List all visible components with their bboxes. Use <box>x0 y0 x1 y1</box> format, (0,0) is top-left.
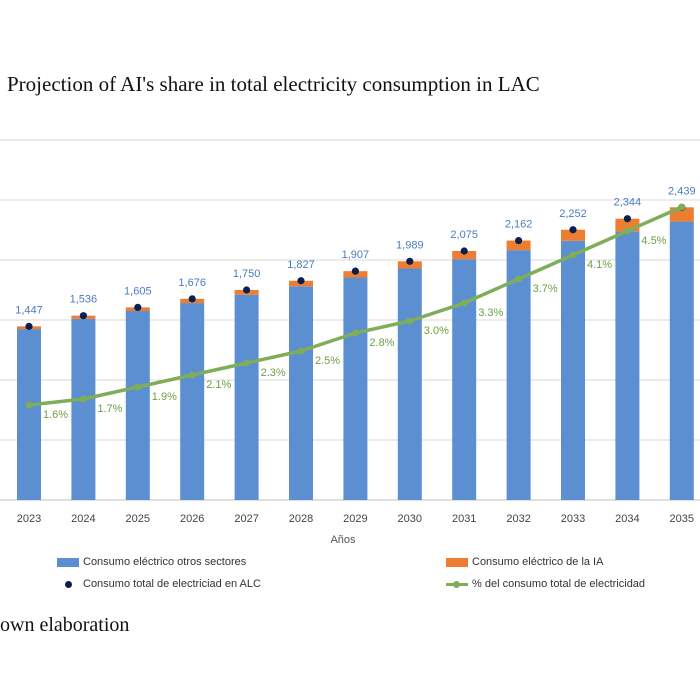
bar-other-sectors <box>452 259 477 500</box>
total-data-label: 1,676 <box>178 277 206 289</box>
total-consumption-dot <box>243 286 251 294</box>
x-tick-label: 2025 <box>126 513 150 525</box>
total-consumption-dot <box>460 247 468 255</box>
total-data-label: 1,447 <box>15 304 43 316</box>
legend-label: Consumo total de electriciad en ALC <box>83 578 261 590</box>
total-consumption-dot <box>515 236 523 245</box>
bar-other-sectors <box>180 303 205 500</box>
total-data-label: 1,907 <box>342 249 370 261</box>
pct-series-point <box>188 371 196 379</box>
source-note: own elaboration <box>0 614 130 636</box>
legend-swatch-blue <box>57 557 79 567</box>
pct-data-label: 2.5% <box>315 355 340 367</box>
x-tick-label: 2023 <box>17 513 41 525</box>
legend-item-ai: Consumo eléctrico de la IA <box>446 556 603 568</box>
bar-ai <box>561 229 585 241</box>
chart-title: Projection of AI's share in total electr… <box>7 72 540 96</box>
total-data-label: 2,252 <box>559 208 587 220</box>
bar-other-sectors <box>289 286 313 500</box>
bar-other-sectors <box>71 318 96 500</box>
pct-series-point <box>569 251 577 259</box>
legend-swatch-orange <box>446 557 468 567</box>
bar-other-sectors <box>125 311 150 500</box>
pct-data-label: 2.1% <box>206 379 231 391</box>
bar-other-sectors <box>615 231 640 500</box>
x-tick-label: 2028 <box>289 513 313 525</box>
legend-item-pct: % del consumo total de electricidad <box>446 578 645 590</box>
pct-data-label: 2.3% <box>261 367 286 379</box>
pct-data-label: 4.1% <box>587 259 612 271</box>
total-data-label: 1,989 <box>396 239 424 251</box>
bar-ai <box>452 251 477 260</box>
x-tick-label: 2032 <box>506 513 530 525</box>
chart-area: 2023 2024 2025 2026 2027 2028 2029 2030 2031 2032… <box>0 139 700 546</box>
total-consumption-dot <box>79 312 87 320</box>
pct-data-label: 4.5% <box>641 235 666 247</box>
pct-data-label: 1.9% <box>152 391 177 403</box>
x-tick-label: 2033 <box>561 513 585 525</box>
pct-series-point <box>623 227 631 235</box>
x-tick-label: 2034 <box>615 513 639 525</box>
pct-series-point <box>79 395 87 403</box>
total-consumption-dot <box>406 257 414 265</box>
pct-data-label: 1.6% <box>43 409 68 421</box>
pct-data-label: 1.7% <box>97 403 122 415</box>
pct-series-point <box>515 275 523 283</box>
bar-other-sectors <box>397 268 422 500</box>
total-data-label: 2,439 <box>668 185 696 197</box>
total-consumption-dot <box>569 226 577 234</box>
x-tick-label: 2035 <box>670 513 694 525</box>
legend-swatch-dot <box>57 580 79 589</box>
pct-data-label: 2.8% <box>369 337 394 349</box>
total-consumption-dot <box>25 322 33 330</box>
bar-other-sectors <box>343 277 368 500</box>
bar-other-sectors <box>669 221 694 500</box>
x-tick-label: 2031 <box>452 513 476 525</box>
total-data-label: 1,605 <box>124 285 152 297</box>
total-consumption-dot <box>623 215 632 223</box>
bar-other-sectors <box>561 240 585 501</box>
pct-series-point <box>460 299 468 307</box>
total-data-label: 2,075 <box>450 229 478 241</box>
pct-series-point <box>134 383 142 391</box>
x-tick-label: 2024 <box>71 513 95 525</box>
total-consumption-dot <box>188 295 196 303</box>
total-data-label: 1,827 <box>287 259 315 271</box>
legend-swatch-line <box>446 580 468 589</box>
legend-label: Consumo eléctrico de la IA <box>472 556 604 568</box>
x-axis-title: Años <box>330 534 356 546</box>
pct-series-point <box>351 329 359 337</box>
bar-ai <box>506 240 531 251</box>
bar-other-sectors <box>506 250 531 500</box>
x-tick-label: 2030 <box>398 513 422 525</box>
pct-series-point <box>406 317 414 325</box>
legend-item-total: Consumo total de electriciad en ALC <box>57 578 261 590</box>
x-tick-label: 2026 <box>180 513 204 525</box>
total-data-label: 2,162 <box>505 219 533 231</box>
legend-item-other-sectors: Consumo eléctrico otros sectores <box>57 556 246 568</box>
total-consumption-dot <box>134 303 142 311</box>
x-tick-label: 2027 <box>234 513 258 525</box>
pct-series-point <box>25 401 33 409</box>
bar-other-sectors <box>234 294 259 500</box>
pct-data-label: 3.0% <box>424 325 449 337</box>
x-tick-label: 2029 <box>343 513 367 525</box>
pct-data-label: 3.3% <box>478 307 503 319</box>
total-data-label: 1,536 <box>70 294 98 306</box>
legend-label: % del consumo total de electricidad <box>472 578 646 590</box>
total-consumption-dot <box>297 277 305 285</box>
bar-ai <box>397 261 422 269</box>
pct-series-point <box>243 359 251 367</box>
total-consumption-dot <box>351 267 359 275</box>
pct-data-label: 3.7% <box>533 283 558 295</box>
pct-series-point <box>297 347 305 355</box>
bar-other-sectors <box>17 329 41 500</box>
total-data-label: 1,750 <box>233 268 261 280</box>
pct-series-point <box>678 203 686 211</box>
total-data-label: 2,344 <box>614 197 642 209</box>
legend-label: Consumo eléctrico otros sectores <box>83 556 247 568</box>
